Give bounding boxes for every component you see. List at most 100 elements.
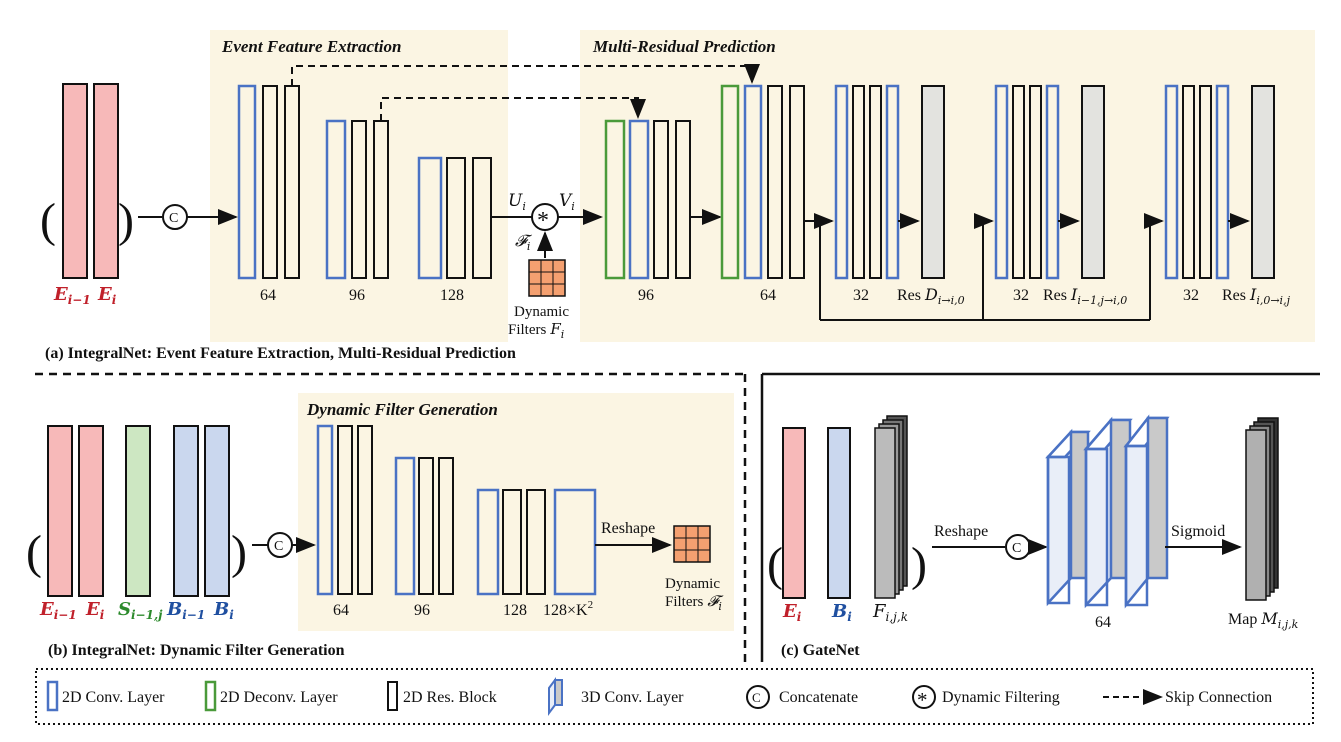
enc-res-96a xyxy=(351,120,367,279)
dyn-filter-gen-title: Dynamic Filter Generation xyxy=(306,400,498,419)
b-res-128b xyxy=(526,489,546,595)
legend-conv2d: 2D Conv. Layer xyxy=(62,689,165,706)
b-dyn-line1: Dynamic xyxy=(665,576,720,592)
close-paren: ) xyxy=(118,194,134,247)
b-label-b-cur: Bi xyxy=(213,599,234,622)
res2-output xyxy=(1081,85,1105,279)
res3-res-a xyxy=(1182,85,1195,279)
b-conv-96 xyxy=(394,456,416,596)
dec-ch-96: 96 xyxy=(638,287,654,304)
enc-conv-64 xyxy=(237,84,257,280)
b-res-128a xyxy=(502,489,522,595)
legend-deconv2d: 2D Deconv. Layer xyxy=(220,689,338,706)
res2-res-b xyxy=(1029,85,1042,279)
b-dyn-line2: Filters 𝓕i xyxy=(665,592,724,613)
c-label-f: Fi,j,k xyxy=(872,601,908,624)
c-map-label: Map Mi,j,k xyxy=(1228,609,1299,631)
legend-resblock: 2D Res. Block xyxy=(403,689,497,706)
b-input-s xyxy=(125,425,151,597)
res3-conv-b xyxy=(1215,84,1230,280)
legend-dynfilter-icon xyxy=(912,685,936,709)
open-paren: ( xyxy=(40,194,56,247)
dec-res-96a xyxy=(653,120,669,279)
caption-a: (a) IntegralNet: Event Feature Extractio… xyxy=(45,345,516,362)
b-reshape: Reshape xyxy=(601,520,655,537)
b-label-e-prev: Ei−1 xyxy=(39,599,77,622)
svg-text:C: C xyxy=(752,690,761,705)
input-label-cur: Ei xyxy=(97,284,117,307)
event-feature-section-bg xyxy=(210,30,508,342)
b-conv-last xyxy=(553,488,597,596)
b-dynamic-filter-grid-icon xyxy=(673,525,711,563)
enc-conv-128 xyxy=(417,156,443,280)
dec-conv-64 xyxy=(743,84,763,280)
res1-output xyxy=(921,85,945,279)
c-conv3d-blocks xyxy=(1045,414,1170,609)
res3-label: Res Ii,0→i,j xyxy=(1222,285,1291,307)
b-label-b-prev: Bi−1 xyxy=(166,599,205,622)
c-input-b xyxy=(827,427,851,599)
b-ch-last: 128×K2 xyxy=(543,599,593,619)
b-res-96b xyxy=(438,457,454,595)
ch-128: 128 xyxy=(440,287,464,304)
b-res-96a xyxy=(418,457,434,595)
dynamic-filter-grid-icon xyxy=(528,259,566,297)
legend-conv2d-swatch xyxy=(46,680,59,712)
caption-b: (b) IntegralNet: Dynamic Filter Generati… xyxy=(48,642,345,659)
ch-96: 96 xyxy=(349,287,365,304)
enc-res-128a xyxy=(446,157,466,279)
event-feature-title: Event Feature Extraction xyxy=(221,37,401,56)
ch-64: 64 xyxy=(260,287,276,304)
v-label: Vi xyxy=(559,191,575,213)
b-input-e-prev xyxy=(47,425,73,597)
dec-deconv-96 xyxy=(604,119,626,280)
input-label-prev: Ei−1 xyxy=(53,284,91,307)
res3-output xyxy=(1251,85,1275,279)
svg-text:C: C xyxy=(274,539,283,554)
b-conv-64 xyxy=(316,424,334,596)
res2-ch: 32 xyxy=(1013,287,1029,304)
b-res-64b xyxy=(357,425,373,595)
c-label-e: Ei xyxy=(782,601,802,624)
multi-residual-section-bg xyxy=(580,30,1315,342)
enc-res-64a xyxy=(262,85,278,279)
legend-deconv2d-swatch xyxy=(204,680,217,712)
svg-text:(: ( xyxy=(26,526,42,579)
dyn-filter-gen-section-bg xyxy=(298,393,734,631)
b-ch-64: 64 xyxy=(333,602,349,619)
b-input-b-prev xyxy=(173,425,199,597)
b-input-e-cur xyxy=(78,425,104,597)
b-res-64a xyxy=(337,425,353,595)
f-label: 𝓕i xyxy=(515,231,533,253)
c-ch-64: 64 xyxy=(1095,614,1111,631)
res1-res-a xyxy=(852,85,865,279)
dec-conv-96 xyxy=(628,119,650,280)
res1-label: Res Di→i,0 xyxy=(897,285,965,307)
b-ch-128: 128 xyxy=(503,602,527,619)
c-reshape: Reshape xyxy=(934,523,988,540)
enc-conv-96 xyxy=(325,119,347,280)
svg-text:(: ( xyxy=(767,538,783,591)
input-event-prev xyxy=(62,83,88,279)
res3-conv-a xyxy=(1164,84,1179,280)
input-event-cur xyxy=(93,83,119,279)
c-input-e xyxy=(782,427,806,599)
b-conv-128 xyxy=(476,488,500,596)
legend-conv3d-swatch xyxy=(548,677,563,716)
skip-connection-96 xyxy=(380,97,646,121)
res2-conv-b xyxy=(1045,84,1060,280)
c-map-stack xyxy=(1245,417,1279,601)
svg-text:*: * xyxy=(917,688,928,712)
multi-residual-title: Multi-Residual Prediction xyxy=(592,37,776,56)
b-label-e-cur: Ei xyxy=(85,599,105,622)
legend-resblock-swatch xyxy=(387,681,398,711)
res2-label: Res Ii−1,j→i,0 xyxy=(1043,285,1127,307)
res2-conv-a xyxy=(994,84,1009,280)
c-feature-stack xyxy=(874,415,908,599)
caption-c: (c) GateNet xyxy=(781,642,860,659)
u-label: Ui xyxy=(508,191,526,213)
svg-text:C: C xyxy=(169,211,178,226)
legend-dynfilter: Dynamic Filtering xyxy=(942,689,1060,706)
legend-conv3d: 3D Conv. Layer xyxy=(581,689,684,706)
